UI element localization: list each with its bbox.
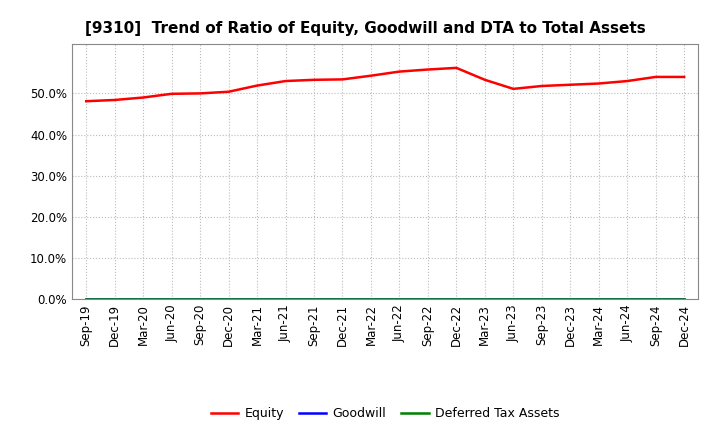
- Deferred Tax Assets: [310, 297, 318, 302]
- Deferred Tax Assets: [652, 297, 660, 302]
- Goodwill: [110, 297, 119, 302]
- Equity: [253, 83, 261, 88]
- Equity: [310, 77, 318, 82]
- Goodwill: [310, 297, 318, 302]
- Goodwill: [680, 297, 688, 302]
- Deferred Tax Assets: [366, 297, 375, 302]
- Goodwill: [595, 297, 603, 302]
- Deferred Tax Assets: [139, 297, 148, 302]
- Equity: [652, 74, 660, 80]
- Equity: [537, 83, 546, 88]
- Equity: [480, 77, 489, 82]
- Deferred Tax Assets: [623, 297, 631, 302]
- Legend: Equity, Goodwill, Deferred Tax Assets: Equity, Goodwill, Deferred Tax Assets: [206, 403, 564, 425]
- Goodwill: [82, 297, 91, 302]
- Deferred Tax Assets: [82, 297, 91, 302]
- Equity: [196, 91, 204, 96]
- Deferred Tax Assets: [537, 297, 546, 302]
- Equity: [423, 67, 432, 72]
- Equity: [595, 81, 603, 86]
- Deferred Tax Assets: [680, 297, 688, 302]
- Deferred Tax Assets: [338, 297, 347, 302]
- Goodwill: [196, 297, 204, 302]
- Equity: [139, 95, 148, 100]
- Goodwill: [623, 297, 631, 302]
- Equity: [452, 65, 461, 70]
- Deferred Tax Assets: [566, 297, 575, 302]
- Deferred Tax Assets: [110, 297, 119, 302]
- Equity: [282, 78, 290, 84]
- Equity: [338, 77, 347, 82]
- Goodwill: [452, 297, 461, 302]
- Equity: [110, 97, 119, 103]
- Deferred Tax Assets: [480, 297, 489, 302]
- Deferred Tax Assets: [395, 297, 404, 302]
- Goodwill: [366, 297, 375, 302]
- Equity: [225, 89, 233, 95]
- Goodwill: [338, 297, 347, 302]
- Goodwill: [480, 297, 489, 302]
- Equity: [509, 86, 518, 92]
- Goodwill: [652, 297, 660, 302]
- Goodwill: [566, 297, 575, 302]
- Equity: [82, 99, 91, 104]
- Goodwill: [395, 297, 404, 302]
- Goodwill: [139, 297, 148, 302]
- Goodwill: [423, 297, 432, 302]
- Deferred Tax Assets: [167, 297, 176, 302]
- Goodwill: [167, 297, 176, 302]
- Deferred Tax Assets: [282, 297, 290, 302]
- Deferred Tax Assets: [452, 297, 461, 302]
- Equity: [623, 78, 631, 84]
- Equity: [395, 69, 404, 74]
- Equity: [366, 73, 375, 78]
- Deferred Tax Assets: [509, 297, 518, 302]
- Goodwill: [253, 297, 261, 302]
- Goodwill: [282, 297, 290, 302]
- Goodwill: [225, 297, 233, 302]
- Deferred Tax Assets: [423, 297, 432, 302]
- Goodwill: [509, 297, 518, 302]
- Equity: [167, 91, 176, 96]
- Equity: [680, 74, 688, 80]
- Deferred Tax Assets: [595, 297, 603, 302]
- Equity: [566, 82, 575, 88]
- Goodwill: [537, 297, 546, 302]
- Deferred Tax Assets: [225, 297, 233, 302]
- Deferred Tax Assets: [253, 297, 261, 302]
- Deferred Tax Assets: [196, 297, 204, 302]
- Line: Equity: Equity: [86, 68, 684, 101]
- Text: [9310]  Trend of Ratio of Equity, Goodwill and DTA to Total Assets: [9310] Trend of Ratio of Equity, Goodwil…: [84, 21, 645, 36]
